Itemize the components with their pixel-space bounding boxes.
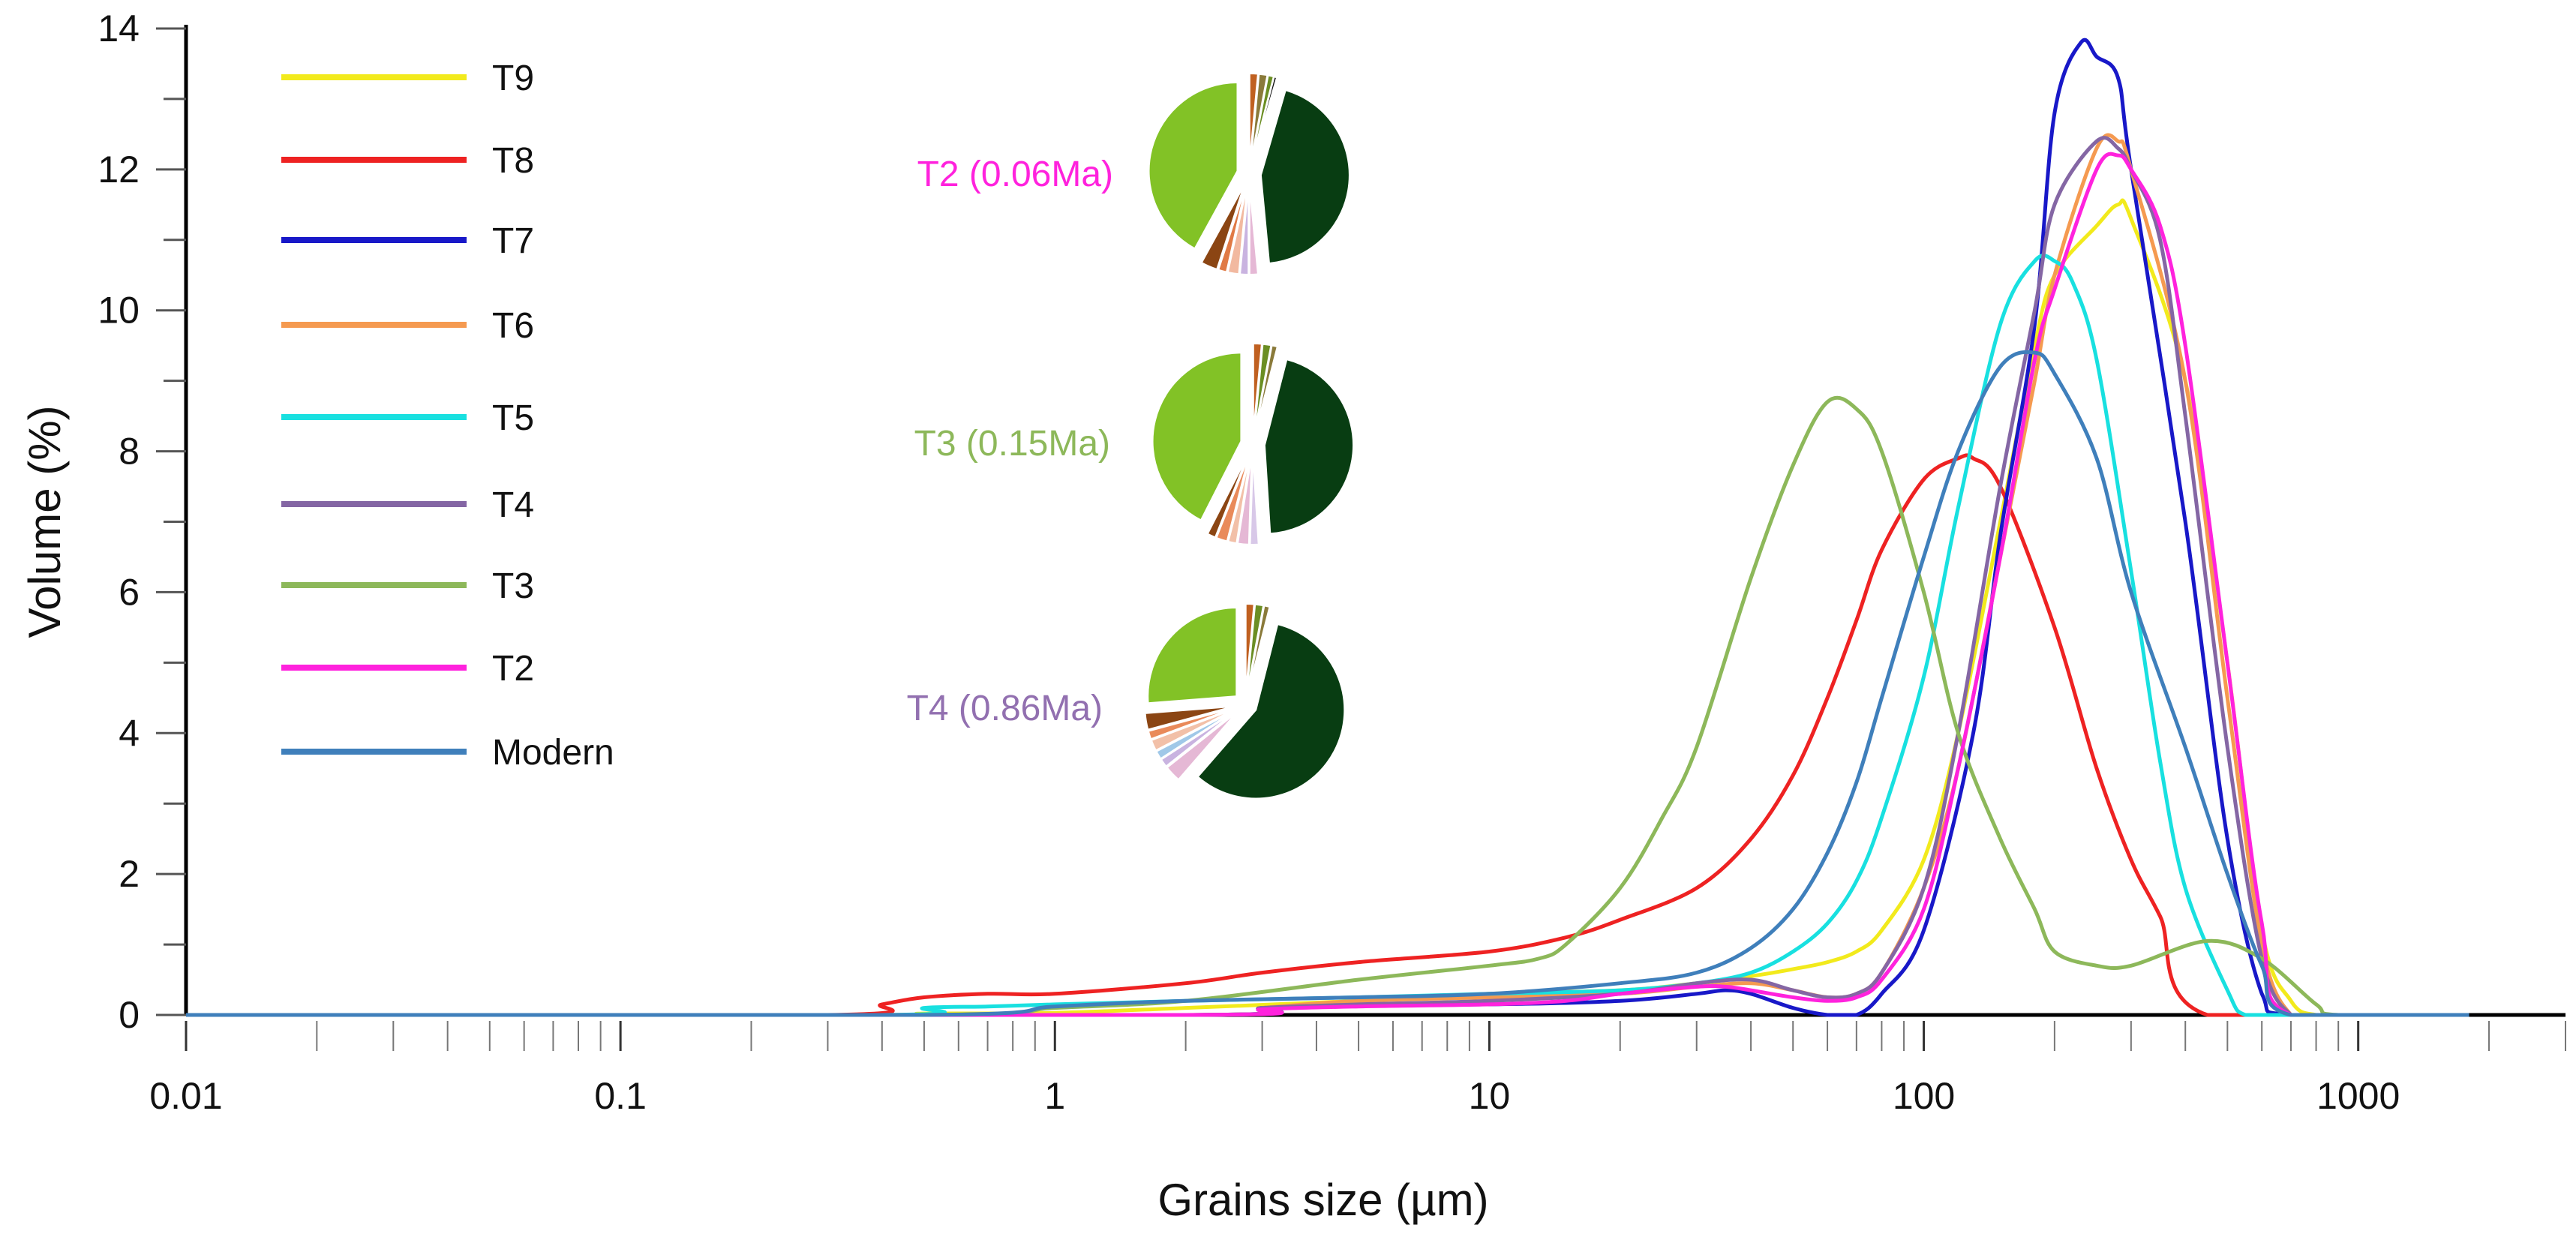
x-axis-title: Grains size (µm) xyxy=(1157,1175,1488,1225)
pie-slice xyxy=(1248,72,1259,163)
pie-slice xyxy=(1150,708,1235,752)
pie-slice xyxy=(1160,710,1236,767)
legend-label: T3 xyxy=(492,566,534,606)
x-tick-label: 1000 xyxy=(2316,1075,2400,1117)
series-line-t2 xyxy=(185,152,2469,1017)
pie-slice xyxy=(1250,73,1268,163)
pie-label: T2 (0.06Ma) xyxy=(917,155,1113,194)
pie-slice xyxy=(1244,602,1255,693)
y-tick-label: 14 xyxy=(98,8,140,50)
pie-slice xyxy=(1247,605,1271,693)
y-tick-label: 12 xyxy=(98,149,140,191)
pie-slice xyxy=(1259,89,1350,265)
series-line-t5 xyxy=(185,254,2469,1017)
pie-chart xyxy=(1151,342,1355,545)
y-tick-label: 6 xyxy=(119,571,140,613)
series-line-modern xyxy=(185,350,2469,1017)
pie-slice xyxy=(1236,455,1253,545)
pie-slice xyxy=(1227,455,1251,545)
y-tick-label: 4 xyxy=(119,712,140,754)
legend-label: T5 xyxy=(492,398,534,438)
pie-slice xyxy=(1144,705,1234,731)
x-tick-label: 0.1 xyxy=(594,1075,647,1117)
pie-slice xyxy=(1254,344,1279,433)
pie-slice xyxy=(1151,352,1242,521)
pie-slice xyxy=(1200,185,1245,271)
pie-slice xyxy=(1253,343,1272,433)
pie-slice xyxy=(1206,455,1249,539)
y-tick-label: 0 xyxy=(119,994,140,1036)
x-tick-label: 100 xyxy=(1893,1075,1955,1117)
series-line-t8 xyxy=(185,453,2469,1017)
legend-label: T7 xyxy=(492,221,534,261)
legend: T9 T8 T7 T6 T5 T4 T3 T2 Modern xyxy=(281,59,614,773)
pie-slice xyxy=(1226,185,1248,275)
pie-slice xyxy=(1147,707,1235,740)
x-tick-label: 1 xyxy=(1044,1075,1065,1117)
y-tick-label: 10 xyxy=(98,290,140,332)
pie-slice xyxy=(1147,607,1238,704)
pie-slice xyxy=(1252,342,1262,433)
legend-label: Modern xyxy=(492,733,614,773)
pie-slice xyxy=(1215,455,1250,542)
pie-label: T4 (0.86Ma) xyxy=(907,689,1103,728)
legend-label: T6 xyxy=(492,306,534,346)
legend-label: T9 xyxy=(492,59,534,98)
pie-slice xyxy=(1148,81,1238,250)
pie-slice xyxy=(1246,603,1265,693)
legend-label: T2 xyxy=(492,649,534,689)
x-tick-label: 10 xyxy=(1469,1075,1511,1117)
pie-slice xyxy=(1166,712,1238,781)
pie-slice xyxy=(1196,623,1346,800)
pie-charts: T2 (0.06Ma) T3 (0.15Ma) T4 (0.86Ma) xyxy=(907,72,1355,800)
legend-label: T4 xyxy=(492,485,534,525)
pie-label: T3 (0.15Ma) xyxy=(914,424,1110,464)
y-tick-label: 8 xyxy=(119,431,140,473)
pie-slice xyxy=(1248,185,1259,276)
legend-label: T8 xyxy=(492,141,534,181)
pie-slice xyxy=(1249,455,1259,545)
y-tick-label: 2 xyxy=(119,853,140,895)
pie-slice xyxy=(1217,185,1247,273)
x-tick-label: 0.01 xyxy=(149,1075,222,1117)
pie-slice xyxy=(1155,710,1235,760)
pie-slice xyxy=(1251,76,1278,163)
series-lines xyxy=(185,38,2469,1017)
pie-chart xyxy=(1144,602,1346,800)
pie-slice xyxy=(1239,185,1250,276)
pie-slice xyxy=(1263,358,1355,535)
y-axis-title: Volume (%) xyxy=(20,405,70,638)
pie-chart xyxy=(1148,72,1350,276)
